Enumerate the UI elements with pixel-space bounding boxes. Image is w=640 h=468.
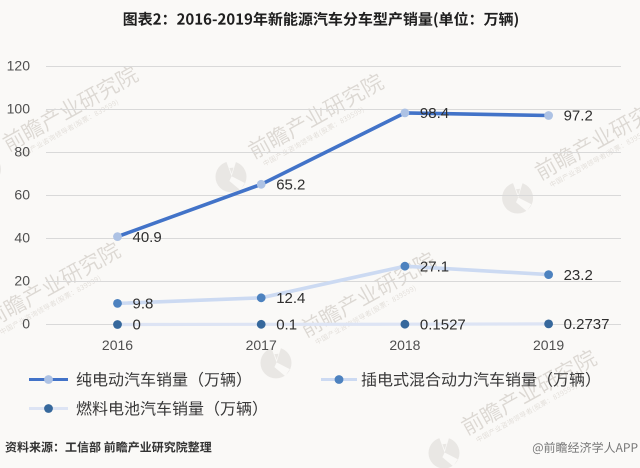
svg-text:2018: 2018 (389, 337, 420, 353)
svg-text:65.2: 65.2 (276, 177, 305, 194)
svg-text:27.1: 27.1 (420, 258, 449, 275)
svg-text:120: 120 (7, 57, 31, 73)
svg-text:2016: 2016 (102, 337, 133, 353)
svg-text:9.8: 9.8 (133, 296, 154, 313)
svg-text:0.1527: 0.1527 (420, 316, 466, 333)
svg-text:2017: 2017 (246, 337, 277, 353)
svg-text:20: 20 (14, 272, 30, 288)
svg-text:40.9: 40.9 (133, 229, 162, 246)
svg-text:40: 40 (14, 229, 30, 245)
svg-text:100: 100 (7, 100, 31, 116)
svg-text:0: 0 (133, 317, 141, 334)
svg-text:98.4: 98.4 (420, 105, 449, 122)
svg-text:0.1: 0.1 (276, 317, 297, 334)
svg-text:80: 80 (14, 143, 30, 159)
svg-text:23.2: 23.2 (564, 267, 593, 284)
svg-text:0.2737: 0.2737 (564, 316, 610, 333)
svg-text:12.4: 12.4 (276, 290, 305, 307)
svg-text:97.2: 97.2 (564, 108, 593, 125)
svg-text:60: 60 (14, 186, 30, 202)
svg-text:0: 0 (22, 315, 30, 331)
svg-text:2019: 2019 (533, 337, 564, 353)
